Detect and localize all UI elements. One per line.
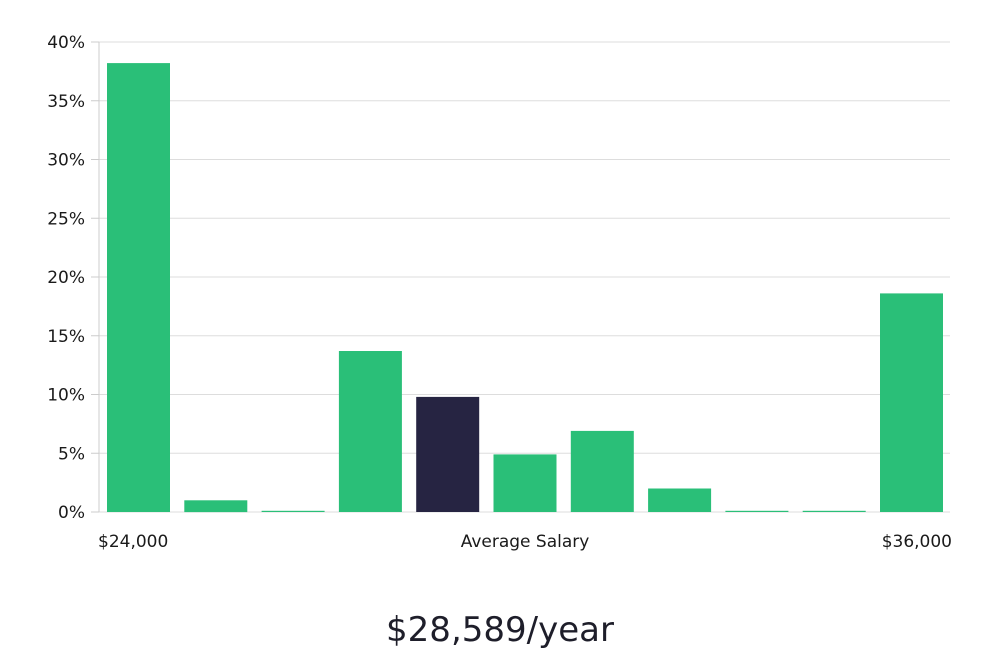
bar: [880, 293, 943, 512]
bar: [648, 488, 712, 512]
y-tick-label: 0%: [58, 503, 85, 523]
y-tick-label: 20%: [47, 268, 85, 288]
x-min-label: $24,000: [98, 532, 168, 552]
y-tick-label: 30%: [47, 151, 85, 171]
bar: [184, 500, 248, 513]
bar: [338, 351, 402, 512]
bar: [493, 454, 557, 512]
x-center-label: Average Salary: [461, 532, 590, 552]
average-salary-value: $28,589/year: [386, 610, 614, 650]
bar: [107, 63, 170, 512]
y-tick-label: 10%: [47, 386, 85, 406]
y-axis-ticks: 0% 5% 10% 15% 20% 25% 30% 35% 40%: [47, 33, 99, 523]
y-tick-label: 25%: [47, 209, 85, 229]
x-max-label: $36,000: [882, 532, 952, 552]
bar: [570, 430, 634, 512]
bars: [107, 63, 943, 513]
bar: [725, 510, 789, 512]
bar: [802, 510, 866, 512]
y-tick-label: 15%: [47, 327, 85, 347]
y-tick-label: 40%: [47, 33, 85, 53]
bar: [261, 510, 325, 512]
y-tick-label: 35%: [47, 92, 85, 112]
y-tick-label: 5%: [58, 444, 85, 464]
gridlines: [99, 41, 950, 513]
bar-highlighted: [416, 396, 480, 512]
